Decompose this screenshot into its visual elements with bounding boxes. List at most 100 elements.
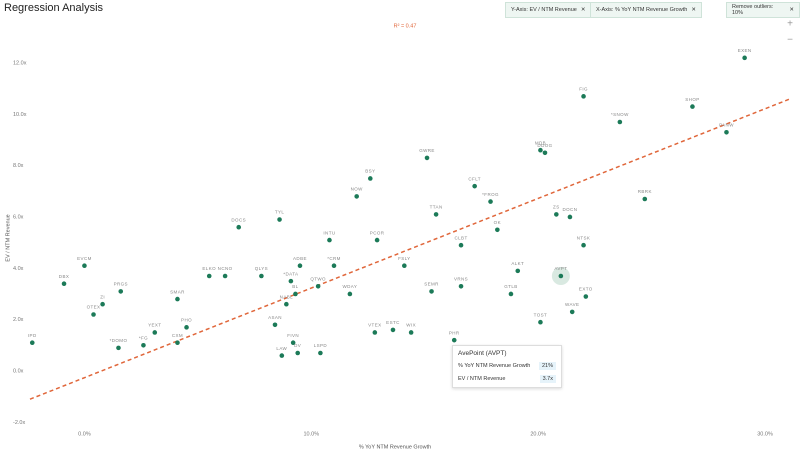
y-tick-label: 4.0x bbox=[13, 266, 24, 272]
point bbox=[82, 263, 87, 269]
point bbox=[277, 217, 282, 222]
x-axis-button[interactable]: X-Axis: % YoY NTM Revenue Growth ✕ bbox=[590, 2, 702, 18]
tooltip-value: 3.7x bbox=[539, 375, 556, 383]
point-label: NOW bbox=[351, 187, 364, 192]
point bbox=[554, 212, 559, 217]
point bbox=[402, 263, 407, 269]
button-text: X-Axis: % YoY NTM Revenue Growth bbox=[596, 7, 688, 13]
point-label: RBRK bbox=[638, 189, 652, 194]
page-title: Regression Analysis bbox=[4, 2, 104, 14]
point bbox=[424, 155, 430, 161]
point-label: ALKT bbox=[511, 261, 524, 266]
point-label: INTU bbox=[323, 230, 335, 235]
point-label: PCOR bbox=[370, 230, 385, 235]
y-axis-label: EV / NTM Revenue bbox=[5, 214, 11, 261]
point bbox=[279, 353, 285, 358]
y-tick-label: -2.0x bbox=[13, 420, 25, 426]
y-tick-label: 0.0x bbox=[13, 368, 24, 374]
point bbox=[429, 289, 434, 294]
point bbox=[318, 350, 323, 356]
point-label: YEXT bbox=[148, 323, 161, 328]
point-label: DDOG bbox=[537, 143, 552, 148]
point-label: EXTO bbox=[579, 287, 593, 292]
point-label: EXEN bbox=[738, 48, 752, 53]
point bbox=[222, 273, 228, 279]
point-label: PRGS bbox=[114, 282, 128, 287]
point bbox=[61, 281, 67, 287]
point-label: OK bbox=[494, 220, 501, 225]
point-label: *SNOW bbox=[611, 112, 629, 117]
point bbox=[617, 119, 623, 125]
point bbox=[118, 289, 124, 294]
point bbox=[390, 327, 396, 333]
point bbox=[542, 150, 548, 156]
point-label: GWRE bbox=[419, 148, 435, 153]
point-label: TTAN bbox=[430, 205, 443, 210]
point bbox=[581, 94, 586, 99]
point bbox=[284, 301, 289, 307]
point-label: ZS bbox=[553, 205, 560, 210]
point-label: TYL bbox=[275, 210, 285, 215]
point bbox=[295, 350, 301, 356]
point bbox=[354, 194, 359, 199]
y-tick-label: 12.0x bbox=[13, 60, 27, 66]
point bbox=[583, 294, 589, 299]
point-label: ELKO bbox=[202, 266, 216, 271]
zoom-in[interactable]: + bbox=[787, 19, 793, 30]
point-label: DOCS bbox=[231, 217, 246, 222]
point-label: SEMR bbox=[424, 282, 439, 287]
point-label: PHR bbox=[449, 330, 460, 335]
point-label: CFLT bbox=[468, 176, 481, 181]
point-label: DBX bbox=[59, 274, 69, 279]
point-label: DV bbox=[294, 343, 301, 348]
point bbox=[495, 227, 500, 233]
point-label: *FG bbox=[139, 335, 148, 340]
point bbox=[538, 319, 543, 325]
point bbox=[451, 337, 457, 343]
point bbox=[742, 55, 747, 61]
point bbox=[515, 268, 521, 274]
tooltip-title: AvePoint (AVPT) bbox=[458, 350, 507, 357]
point bbox=[567, 214, 573, 220]
point-label: DOCN bbox=[563, 207, 578, 212]
point-label: BSY bbox=[365, 169, 375, 174]
x-tick-label: 30.0% bbox=[757, 431, 773, 437]
point-label: OTEX bbox=[87, 305, 101, 310]
button-text: Y-Axis: EV / NTM Revenue bbox=[511, 7, 577, 13]
point-label: AVPT bbox=[554, 266, 567, 271]
point-label: NABL bbox=[280, 294, 293, 299]
tooltip: AvePoint (AVPT) % YoY NTM Revenue Growth… bbox=[452, 345, 562, 388]
point-label: SHOP bbox=[685, 97, 699, 102]
trendline bbox=[29, 98, 791, 400]
point-label: *DATA bbox=[283, 271, 298, 276]
tooltip-row: EV / NTM Revenue 3.7x bbox=[458, 375, 556, 383]
point bbox=[558, 273, 564, 279]
point bbox=[472, 183, 477, 189]
point bbox=[569, 309, 575, 315]
point-label: EVCM bbox=[77, 256, 92, 261]
point bbox=[690, 104, 695, 109]
x-axis-label: % YoY NTM Revenue Growth bbox=[359, 444, 431, 450]
y-tick-label: 8.0x bbox=[13, 163, 24, 169]
zoom-out[interactable]: − bbox=[787, 35, 793, 46]
point-label: WIX bbox=[406, 323, 416, 328]
point bbox=[327, 237, 332, 243]
point bbox=[408, 330, 414, 335]
point-label: ADBE bbox=[293, 256, 307, 261]
point bbox=[175, 340, 180, 346]
point-label: FIG bbox=[579, 87, 588, 92]
point-label: PHO bbox=[181, 318, 192, 323]
point-label: *CRM bbox=[327, 256, 341, 261]
button-text: Remove outliers: 10% bbox=[732, 4, 774, 16]
point bbox=[206, 273, 212, 279]
x-tick-label: 0.0% bbox=[78, 431, 91, 437]
point bbox=[724, 129, 729, 135]
y-axis-button[interactable]: Y-Axis: EV / NTM Revenue ✕ bbox=[505, 2, 592, 18]
point-label: QLYS bbox=[255, 266, 268, 271]
point bbox=[29, 340, 35, 346]
tooltip-label: EV / NTM Revenue bbox=[458, 376, 506, 382]
point bbox=[642, 196, 648, 202]
point-label: QTWO bbox=[310, 276, 326, 281]
point bbox=[458, 242, 464, 248]
